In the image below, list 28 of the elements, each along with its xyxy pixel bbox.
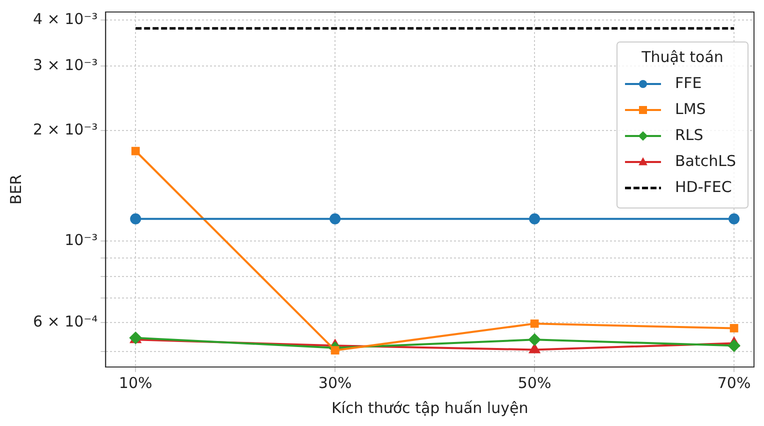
point [530, 319, 539, 328]
y-tick-label: 4 × 10⁻³ [32, 10, 98, 28]
legend-label: LMS [675, 100, 706, 118]
y-tick-label: 6 × 10⁻⁴ [32, 312, 98, 330]
x-tick-label: 50% [518, 374, 552, 392]
y-tick-label: 10⁻³ [64, 231, 98, 250]
point [529, 344, 540, 354]
x-tick-label: 30% [318, 374, 352, 392]
point [130, 213, 142, 224]
x-tick-label: 10% [118, 374, 152, 392]
y-tick-label: 2 × 10⁻³ [32, 120, 98, 139]
point [528, 334, 541, 346]
y-tick-label: 3 × 10⁻³ [32, 56, 98, 74]
point [730, 324, 738, 332]
y-axis-title: BER [6, 174, 25, 205]
legend-label: HD-FEC [675, 178, 732, 196]
point [330, 346, 340, 355]
point [131, 146, 140, 156]
point [728, 213, 740, 224]
point [728, 340, 740, 352]
x-tick-label: 70% [717, 374, 751, 392]
point [529, 213, 540, 224]
legend-label: FFE [675, 74, 702, 92]
x-axis-title: Kích thước tập huấn luyện [331, 398, 528, 417]
legend-label: BatchLS [675, 152, 736, 170]
legend-title: Thuật toán [640, 48, 724, 66]
point [330, 213, 341, 224]
legend-label: RLS [675, 126, 704, 144]
